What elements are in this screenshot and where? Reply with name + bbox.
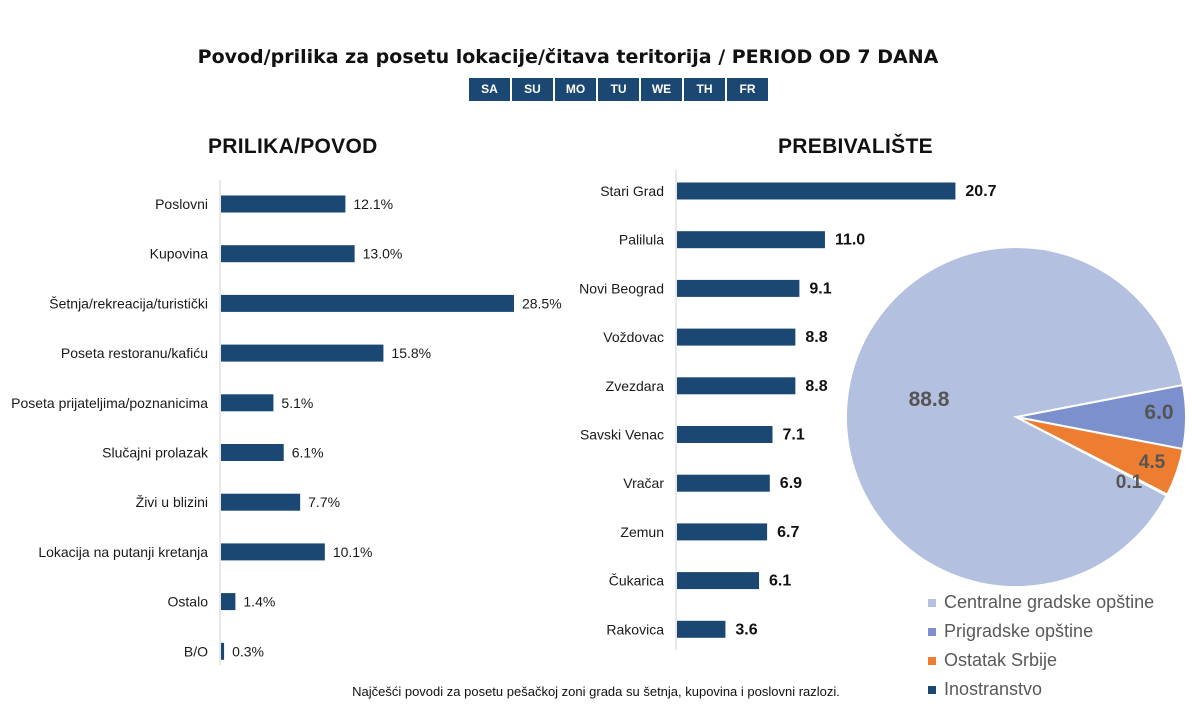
pie-label-central: 88.8 xyxy=(909,388,950,411)
reason-value-label: 15.8% xyxy=(391,345,431,361)
day-tab-su: SU xyxy=(512,78,553,101)
reason-category-label: Živi u blizini xyxy=(136,494,208,510)
reason-bar xyxy=(221,394,274,412)
legend-item-central: Centralne gradske opštine xyxy=(928,588,1154,617)
reason-value-label: 7.7% xyxy=(308,494,340,510)
residence-bar xyxy=(677,328,796,346)
residence-value-label: 7.1 xyxy=(782,427,804,444)
residence-category-label: Vračar xyxy=(623,475,664,491)
reason-value-label: 10.1% xyxy=(333,544,373,560)
day-tab-th: TH xyxy=(684,78,725,101)
residence-value-label: 20.7 xyxy=(965,183,996,200)
residence-value-label: 6.7 xyxy=(777,524,799,541)
residence-bar xyxy=(677,572,760,590)
residence-category-label: Zemun xyxy=(620,524,664,540)
reason-category-label: Poslovni xyxy=(155,196,208,212)
pie-slice-central xyxy=(845,246,1185,589)
reason-category-label: Poseta restoranu/kafiću xyxy=(61,345,208,361)
reason-category-label: Poseta prijateljima/poznanicima xyxy=(11,395,208,411)
day-tab-tu: TU xyxy=(598,78,639,101)
residence-category-label: Novi Beograd xyxy=(579,280,664,296)
residence-bar xyxy=(677,474,770,492)
legend-swatch-central xyxy=(928,598,936,607)
reason-bar xyxy=(221,543,325,561)
reason-value-label: 28.5% xyxy=(522,295,562,311)
residence-value-label: 8.8 xyxy=(805,378,827,395)
residence-value-label: 3.6 xyxy=(735,621,757,638)
reason-bar xyxy=(221,444,284,461)
pie-legend: Centralne gradske opštine Prigradske opš… xyxy=(928,588,1154,704)
residence-value-label: 6.1 xyxy=(769,573,791,590)
residence-bar xyxy=(677,231,825,249)
legend-label-central: Centralne gradske opštine xyxy=(944,592,1155,612)
reason-value-label: 1.4% xyxy=(243,594,275,610)
pie-label-suburban: 6.0 xyxy=(1144,401,1173,424)
day-tab-we: WE xyxy=(641,78,682,101)
reason-value-label: 5.1% xyxy=(281,395,313,411)
residence-bar xyxy=(677,523,768,541)
day-tabs: SA SU MO TU WE TH FR xyxy=(469,78,770,101)
legend-swatch-rest-of-serbia xyxy=(928,656,936,665)
legend-label-rest-of-serbia: Ostatak Srbije xyxy=(944,650,1058,670)
reason-bar xyxy=(221,294,514,312)
footnote: Najčešći povodi za posetu pešačkoj zoni … xyxy=(352,684,840,699)
reason-bar xyxy=(221,195,346,213)
legend-swatch-abroad xyxy=(928,685,936,694)
residence-category-label: Savski Venac xyxy=(580,427,664,443)
pie-label-rest-of-serbia: 4.5 xyxy=(1139,452,1166,473)
residence-bar xyxy=(677,279,800,297)
reason-bar xyxy=(221,493,301,511)
residence-category-label: Voždovac xyxy=(603,329,664,345)
page-title: Povod/prilika za posetu lokacije/čitava … xyxy=(197,46,939,68)
reason-value-label: 6.1% xyxy=(292,445,324,461)
left-chart-title: PRILIKA/POVOD xyxy=(208,135,378,158)
reason-bar xyxy=(221,593,236,611)
residence-value-label: 6.9 xyxy=(780,475,802,492)
residence-category-label: Palilula xyxy=(619,232,664,248)
reason-category-label: Kupovina xyxy=(150,246,209,262)
reason-value-label: 13.0% xyxy=(363,246,403,262)
right-chart-title: PREBIVALIŠTE xyxy=(778,135,933,158)
pie-label-abroad: 0.1 xyxy=(1116,472,1143,493)
day-tab-fr: FR xyxy=(727,78,768,101)
residence-category-label: Čukarica xyxy=(609,573,664,589)
reason-value-label: 0.3% xyxy=(232,643,264,659)
residence-value-label: 9.1 xyxy=(809,280,831,297)
residence-bar xyxy=(677,620,726,638)
residence-value-label: 11.0 xyxy=(835,232,865,249)
legend-label-abroad: Inostranstvo xyxy=(944,679,1043,699)
residence-value-label: 8.8 xyxy=(805,329,827,346)
reason-category-label: B/O xyxy=(184,643,208,659)
reason-bar xyxy=(221,642,225,660)
residence-bar xyxy=(677,426,773,443)
residence-category-label: Stari Grad xyxy=(600,183,664,199)
reason-bar xyxy=(221,344,384,362)
residence-category-label: Rakovica xyxy=(606,621,664,637)
reason-category-label: Šetnja/rekreacija/turistički xyxy=(49,295,208,311)
legend-item-suburban: Prigradske opštine xyxy=(928,617,1154,646)
legend-item-rest-of-serbia: Ostatak Srbije xyxy=(928,646,1154,675)
day-tab-sa: SA xyxy=(469,78,510,101)
day-tab-mo: MO xyxy=(555,78,596,101)
legend-label-suburban: Prigradske opštine xyxy=(944,621,1094,641)
reason-category-label: Lokacija na putanji kretanja xyxy=(38,544,208,560)
reason-bar xyxy=(221,245,355,263)
reason-category-label: Slučajni prolazak xyxy=(102,445,209,461)
residence-bar xyxy=(677,182,956,200)
legend-swatch-suburban xyxy=(928,627,936,636)
legend-item-abroad: Inostranstvo xyxy=(928,675,1154,704)
residence-category-label: Zvezdara xyxy=(606,378,665,394)
residence-bar xyxy=(677,377,796,395)
reason-value-label: 12.1% xyxy=(353,196,393,212)
reason-category-label: Ostalo xyxy=(168,594,209,610)
